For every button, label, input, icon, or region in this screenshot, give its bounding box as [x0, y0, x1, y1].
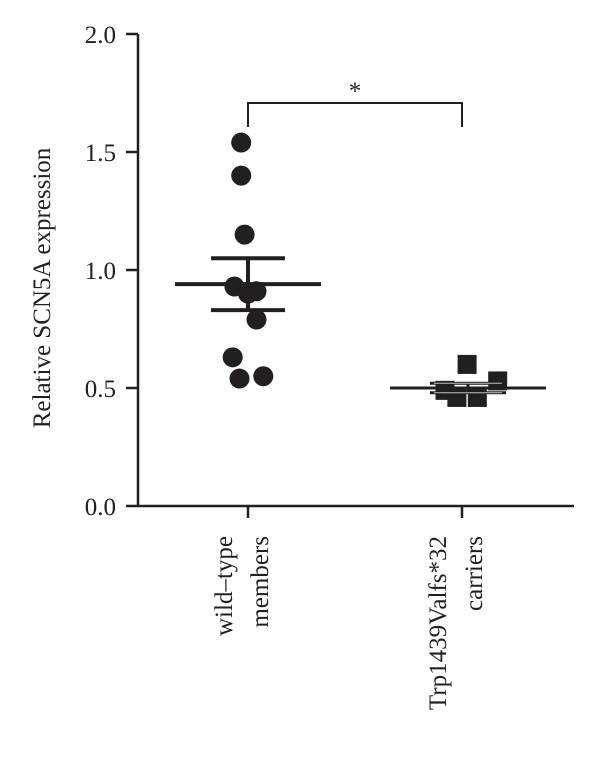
significance-bracket: * [247, 78, 463, 127]
data-point-square [488, 371, 508, 391]
data-point-circle [234, 224, 255, 245]
data-point-circle [229, 368, 250, 389]
significance-label: * [349, 78, 362, 105]
data-point-circle [222, 347, 243, 368]
category-label-line1: wild–type [211, 536, 238, 636]
y-tick-label: 1.5 [85, 140, 116, 167]
data-point-circle [246, 309, 267, 330]
bracket-line [247, 102, 463, 127]
y-tick-label: 0.0 [85, 494, 116, 521]
data-point-square [447, 387, 467, 407]
data-point-circle [246, 281, 267, 302]
category-labels: wild–type members Trp1439Valfs*32 carriers [211, 536, 488, 710]
category-label-line2: members [247, 536, 274, 628]
y-axis-label: Relative SCN5A expression [29, 147, 56, 428]
category-label-line2: carriers [461, 536, 488, 611]
y-tick-label: 0.5 [85, 376, 116, 403]
y-tick-label: 2.0 [85, 22, 116, 49]
y-tick-label: 1.0 [85, 258, 116, 285]
data-point-square [457, 354, 477, 374]
data-point-square [467, 387, 487, 407]
data-points [222, 132, 508, 407]
data-point-circle [231, 165, 252, 186]
mean-error-bars [175, 256, 546, 395]
y-ticks: 0.0 0.5 1.0 1.5 2.0 [85, 22, 464, 521]
data-point-circle [253, 366, 274, 387]
data-point-circle [231, 132, 252, 153]
category-label-line1: Trp1439Valfs*32 [425, 536, 452, 710]
